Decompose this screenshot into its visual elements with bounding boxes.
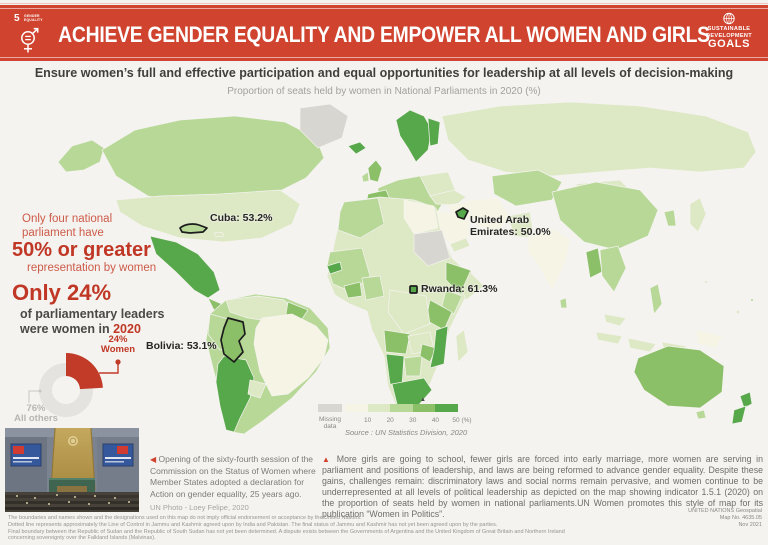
body-paragraph: ▲ More girls are going to school, fewer …: [322, 454, 763, 520]
legend-missing-swatch: [318, 404, 342, 412]
footnote-line: Final boundary between the Republic of S…: [8, 528, 565, 542]
cuba-shape: [179, 223, 208, 234]
legend-bin-swatch: [390, 404, 413, 412]
sdg-logo-text: DEVELOPMENT: [706, 32, 752, 39]
body-paragraph-text: More girls are going to school, fewer gi…: [322, 454, 763, 519]
oceania: [633, 280, 754, 425]
map-credit: UNITED NATIONS Geospatial Map No. 4635.0…: [688, 508, 762, 529]
legend-tick: 30: [409, 417, 417, 424]
legend-source: Source : UN Statistics Division, 2020: [345, 428, 468, 437]
legend-tick: 10: [363, 417, 372, 424]
donut-label-others: 76% All others: [14, 403, 58, 424]
banner-stripe: [0, 57, 768, 58]
callout-cuba: Cuba: 53.2%: [210, 212, 273, 224]
banner-stripe: [0, 8, 768, 9]
legend-tick: 40: [431, 417, 440, 424]
un-assembly-photo: [5, 428, 139, 512]
credit-date: Nov 2021: [738, 522, 762, 528]
legend-bin-swatch: [345, 404, 368, 412]
stat-detail: of parliamentary leaders were women in 2…: [20, 307, 165, 336]
goal-number: 5: [14, 13, 20, 24]
callout-rwanda: Rwanda: 61.3%: [421, 283, 498, 295]
rwanda-shape: [409, 285, 418, 294]
footnote-line: The boundaries and names shown and the d…: [8, 515, 362, 521]
subtitle: Ensure women’s full and effective partic…: [34, 66, 734, 80]
stat-50-or-greater: 50% or greater: [12, 239, 151, 261]
uae-shape: [455, 207, 469, 220]
page-title: ACHIEVE GENDER EQUALITY AND EMPOWER ALL …: [58, 22, 710, 47]
credit-org: UNITED NATIONS Geospatial: [688, 508, 762, 514]
stat-year: 2020: [113, 322, 141, 336]
sdg-logo-text: SUSTAINABLE: [707, 26, 751, 32]
stat-only-24: Only 24%: [12, 280, 112, 305]
footnotes: The boundaries and names shown and the d…: [8, 515, 568, 542]
donut-label-women: 24% Women: [100, 334, 136, 355]
africa: [326, 196, 485, 411]
sdg5-goal-icon: 5 GENDER EQUALITY: [12, 13, 46, 61]
photo-credit: UN Photo - Loey Felipe, 2020: [150, 503, 249, 512]
legend-missing-label: Missing data: [318, 416, 342, 430]
top-hairline: [0, 3, 768, 4]
footnote-line: Dotted line represents approximately the…: [8, 521, 498, 528]
left-triangle-icon: ◀: [150, 455, 157, 464]
north-america: [57, 103, 349, 321]
bolivia-shape: [220, 317, 246, 363]
gender-equality-symbol-icon: [21, 27, 39, 53]
map-title: Proportion of seats held by women in Nat…: [227, 86, 541, 97]
sdg-logo-text: GOALS: [707, 38, 751, 50]
women-leaders-donut-chart: [28, 353, 121, 417]
legend-marker-icon: ▲: [420, 397, 426, 403]
callout-bolivia: Bolivia: 53.1%: [146, 340, 217, 352]
callout-uae: United Arab Emirates: 50.0%: [470, 214, 551, 238]
legend-bin-swatch: [367, 404, 391, 412]
south-america: [205, 293, 331, 435]
up-triangle-icon: ▲: [322, 455, 333, 464]
legend-bin-swatch: [412, 404, 436, 412]
photo-caption-text: Opening of the sixty-fourth session of t…: [150, 454, 316, 499]
legend-tick: 50 (%): [452, 417, 472, 424]
stat-representation: representation by women: [27, 262, 157, 274]
legend-bin-swatch: [435, 404, 458, 412]
stat-intro: Only four national parliament have: [22, 213, 113, 239]
credit-map-no: Map No. 4635.05: [719, 515, 762, 521]
un-emblem-icon: [723, 12, 735, 25]
header-banner: 5 GENDER EQUALITY ACHIEVE GENDER EQUALIT…: [0, 5, 768, 61]
photo-caption: ◀ Opening of the sixty-fourth session of…: [150, 454, 320, 514]
asia: [429, 101, 757, 355]
sdg-logo: SUSTAINABLE DEVELOPMENT GOALS: [698, 11, 760, 63]
legend-tick: 20: [386, 417, 394, 424]
goal-name: GENDER EQUALITY: [24, 14, 43, 22]
